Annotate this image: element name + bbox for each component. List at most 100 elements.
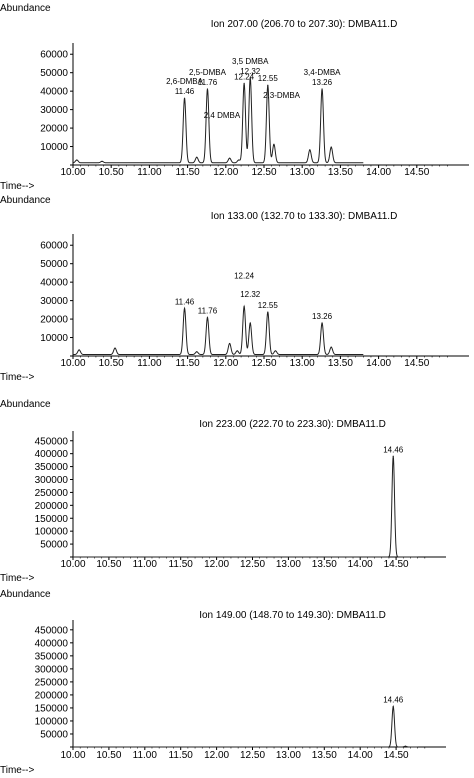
x-tick-label: 12.00 [204,559,229,570]
y-tick-label: 40000 [40,87,68,98]
x-tick-label: 10.50 [96,559,121,570]
peak-point [236,350,238,352]
peak-annotation: 3,4-DMBA [304,68,342,77]
x-axis-label: Time--> [0,181,35,192]
y-tick-label: 200000 [35,501,69,512]
peak-point [196,156,198,158]
y-tick-label: 30000 [40,105,68,116]
series-trace [73,704,418,748]
peak-point [273,143,275,145]
y-tick-label: 20000 [40,315,68,326]
x-axis-label: Time--> [0,765,35,773]
x-axis-label: Time--> [0,573,35,584]
peak-point [249,77,251,79]
y-tick-label: 250000 [35,677,69,688]
peak-annotation: 13.26 [312,78,333,87]
x-tick-label: 11.50 [169,750,194,761]
peak-point [206,88,209,90]
y-tick-label: 450000 [35,436,69,447]
x-tick-label: 13.00 [290,358,315,369]
peak-point [183,97,186,99]
x-tick-label: 11.50 [175,358,200,369]
peak-annotation: 14.46 [383,445,404,454]
y-tick-label: 60000 [40,241,68,252]
peak-point [196,351,198,353]
x-tick-label: 14.00 [366,358,391,369]
peak-point [392,455,394,457]
x-tick-label: 13.50 [312,559,337,570]
chromatogram-panel-2: Abundance Ion 133.00 (132.70 to 133.30): … [0,195,469,383]
x-tick-label: 11.00 [137,358,162,369]
peak-annotation: 12.55 [258,74,279,83]
x-tick-label: 13.00 [276,750,301,761]
peak-point [309,149,311,151]
chromatogram-panel-4: Abundance Ion 149.00 (148.70 to 149.30): … [0,589,446,776]
y-tick-label: 30000 [40,296,68,307]
peak-annotation: 11.46 [175,297,195,306]
x-tick-label: 13.00 [290,167,315,178]
chart-title: Ion 133.00 (132.70 to 133.30): DMBA11.D [211,211,398,222]
peak-annotation: 11.76 [198,78,218,87]
x-tick-label: 10.00 [60,750,85,761]
y-tick-label: 100000 [35,716,69,727]
peak-point [229,342,231,345]
y-tick-label: 350000 [35,651,69,662]
y-tick-label: 400000 [35,449,69,460]
chromatogram-panel-3: Abundance Ion 223.00 (222.70 to 223.30): … [0,399,446,584]
x-tick-label: 13.50 [312,750,337,761]
x-tick-label: 11.50 [169,559,194,570]
x-tick-label: 10.00 [60,358,85,369]
peak-point [392,706,394,708]
peak-annotation: 12.32 [240,290,261,299]
x-axis-label: Time--> [0,372,35,383]
series-trace [73,304,364,356]
peak-point [274,350,277,352]
x-tick-label: 14.50 [384,750,409,761]
x-tick-label: 13.00 [276,559,301,570]
x-tick-label: 14.00 [366,167,391,178]
y-axis-label: Abundance [0,399,51,410]
x-tick-label: 11.00 [133,559,158,570]
y-tick-label: 50000 [40,540,68,551]
peak-annotation: 13.26 [312,312,333,321]
y-axis-label: Abundance [0,3,51,14]
y-tick-label: 200000 [35,690,69,701]
x-tick-label: 14.50 [404,358,429,369]
peak-point [114,347,116,349]
x-tick-label: 14.50 [404,167,429,178]
peak-annotation: 3,5 DMBA [232,57,269,66]
x-tick-label: 11.00 [133,750,158,761]
x-tick-label: 14.50 [384,559,409,570]
y-tick-label: 450000 [35,625,69,636]
peak-point [267,311,269,313]
y-tick-label: 10000 [40,142,68,153]
peak-annotation: 2,4 DMBA [204,111,241,120]
x-tick-label: 14.00 [348,750,373,761]
y-tick-label: 10000 [40,333,68,344]
peak-point [206,317,209,319]
peak-point [78,349,80,351]
x-tick-label: 11.50 [175,167,200,178]
y-tick-label: 250000 [35,488,69,499]
y-tick-label: 50000 [40,259,68,270]
peak-point [243,305,245,308]
peak-annotation: 12.24 [234,72,255,81]
y-tick-label: 20000 [40,124,68,135]
series-trace [72,77,364,164]
peak-annotation: 12.24 [234,272,255,281]
peak-point [321,88,323,90]
peak-annotation: 11.46 [175,87,195,96]
peak-annotation: 12.55 [258,301,279,310]
y-tick-label: 150000 [35,514,69,525]
peak-point [101,160,103,162]
y-axis-label: Abundance [0,589,51,600]
y-tick-label: 50000 [40,729,68,740]
y-tick-label: 40000 [40,278,68,289]
x-tick-label: 12.50 [240,559,265,570]
peak-point [249,322,251,324]
x-tick-label: 13.50 [328,358,353,369]
y-tick-label: 60000 [40,50,68,61]
x-tick-label: 14.00 [348,559,373,570]
peak-point [238,159,240,161]
